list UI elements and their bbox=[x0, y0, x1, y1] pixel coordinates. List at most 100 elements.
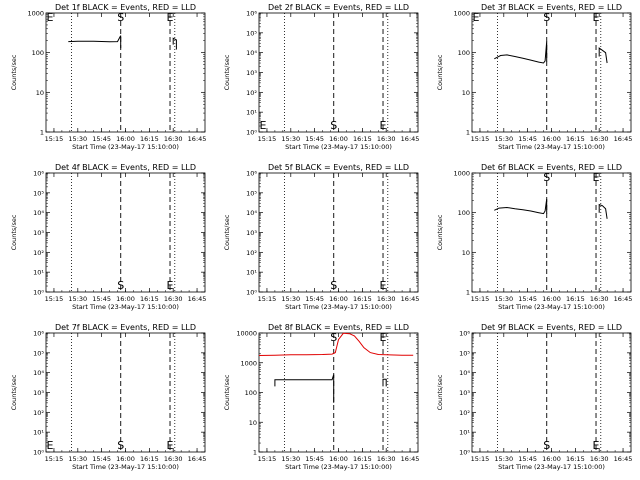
events-line bbox=[598, 203, 608, 219]
x-axis-label: Start Time (23-May-17 15:10:00) bbox=[498, 143, 605, 151]
y-tick-label: 10⁶ bbox=[246, 10, 257, 18]
y-axis-label: Counts/sec bbox=[223, 374, 231, 410]
x-tick-label: 16:00 bbox=[329, 455, 348, 463]
chart-panel-3: Det 3f BLACK = Events, RED = LLD 15:15 15:… bbox=[436, 3, 632, 151]
end-marker: E bbox=[380, 279, 387, 292]
x-tick-label: 15:45 bbox=[518, 135, 537, 143]
x-tick-label: 15:30 bbox=[494, 135, 513, 143]
start-marker: S bbox=[543, 11, 550, 24]
panel-title: Det 9f BLACK = Events, RED = LLD bbox=[481, 323, 622, 332]
start-marker: S bbox=[117, 279, 124, 292]
start-marker: S bbox=[543, 439, 550, 452]
start-marker: S bbox=[117, 439, 124, 452]
x-tick-label: 16:30 bbox=[590, 295, 609, 303]
panel-title: Det 2f BLACK = Events, RED = LLD bbox=[268, 3, 409, 12]
x-tick-label: 15:15 bbox=[471, 295, 490, 303]
events-line bbox=[494, 41, 548, 64]
events-line bbox=[274, 374, 335, 403]
y-tick-label: 10⁴ bbox=[33, 369, 44, 377]
y-tick-label: 10² bbox=[246, 249, 257, 257]
chart-panel-9: Det 9f BLACK = Events, RED = LLD 15:15 15:… bbox=[436, 323, 632, 471]
panel-title: Det 7f BLACK = Events, RED = LLD bbox=[55, 323, 196, 332]
x-tick-label: 16:15 bbox=[353, 135, 372, 143]
x-tick-label: 16:00 bbox=[542, 455, 561, 463]
x-tick-label: 16:15 bbox=[566, 295, 585, 303]
panel-title: Det 1f BLACK = Events, RED = LLD bbox=[55, 3, 196, 12]
x-axis-label: Start Time (23-May-17 15:10:00) bbox=[72, 463, 179, 471]
y-tick-label: 10² bbox=[33, 249, 44, 257]
x-tick-label: 15:15 bbox=[45, 455, 64, 463]
end-marker: E bbox=[473, 11, 480, 24]
x-tick-label: 16:15 bbox=[140, 455, 159, 463]
y-tick-label: 1000 bbox=[453, 10, 470, 18]
x-tick-label: 15:30 bbox=[494, 455, 513, 463]
y-tick-label: 10¹ bbox=[246, 109, 257, 117]
x-axis-label: Start Time (23-May-17 15:10:00) bbox=[285, 303, 392, 311]
events-line bbox=[382, 378, 387, 387]
start-marker: S bbox=[543, 171, 550, 184]
y-tick-label: 10⁰ bbox=[33, 289, 44, 297]
x-tick-label: 16:15 bbox=[353, 295, 372, 303]
y-tick-label: 10⁵ bbox=[246, 189, 257, 197]
end-marker: E bbox=[167, 439, 174, 452]
y-tick-label: 10³ bbox=[246, 69, 257, 77]
y-tick-label: 1 bbox=[253, 449, 257, 457]
x-tick-label: 15:15 bbox=[258, 295, 277, 303]
x-tick-label: 16:00 bbox=[542, 295, 561, 303]
events-line bbox=[598, 47, 608, 64]
x-tick-label: 15:45 bbox=[305, 135, 324, 143]
x-tick-label: 15:30 bbox=[281, 135, 300, 143]
end-marker: E bbox=[260, 119, 267, 132]
end-marker: E bbox=[167, 11, 174, 24]
plot-frame bbox=[258, 12, 419, 133]
y-tick-label: 10⁵ bbox=[33, 349, 44, 357]
x-tick-label: 16:00 bbox=[542, 135, 561, 143]
plot-frame bbox=[258, 332, 419, 453]
y-tick-label: 100 bbox=[458, 209, 470, 217]
x-axis-label: Start Time (23-May-17 15:10:00) bbox=[285, 143, 392, 151]
x-tick-label: 15:30 bbox=[68, 455, 87, 463]
x-tick-label: 15:15 bbox=[471, 455, 490, 463]
start-marker: S bbox=[330, 331, 337, 344]
x-tick-label: 16:00 bbox=[329, 295, 348, 303]
x-tick-label: 15:45 bbox=[518, 295, 537, 303]
y-tick-label: 100 bbox=[32, 49, 44, 57]
x-tick-label: 16:00 bbox=[116, 295, 135, 303]
end-marker: E bbox=[593, 439, 600, 452]
y-tick-label: 10⁶ bbox=[246, 170, 257, 178]
panel-title: Det 6f BLACK = Events, RED = LLD bbox=[481, 163, 622, 172]
y-tick-label: 1000 bbox=[240, 359, 257, 367]
plot-frame bbox=[45, 12, 206, 133]
y-tick-label: 10⁴ bbox=[459, 369, 470, 377]
events-line bbox=[68, 35, 122, 49]
y-tick-label: 10⁶ bbox=[33, 330, 44, 338]
x-tick-label: 16:30 bbox=[377, 135, 396, 143]
events-line bbox=[494, 199, 548, 215]
end-marker: E bbox=[167, 279, 174, 292]
lld-line bbox=[258, 332, 414, 356]
y-axis-label: Counts/sec bbox=[223, 54, 231, 90]
x-tick-label: 16:45 bbox=[614, 295, 633, 303]
y-tick-label: 1 bbox=[466, 289, 470, 297]
panel-title: Det 4f BLACK = Events, RED = LLD bbox=[55, 163, 196, 172]
x-tick-label: 15:30 bbox=[281, 295, 300, 303]
end-marker: E bbox=[47, 439, 54, 452]
end-marker: E bbox=[593, 171, 600, 184]
x-tick-label: 15:30 bbox=[68, 295, 87, 303]
y-tick-label: 10 bbox=[249, 419, 257, 427]
y-tick-label: 10 bbox=[462, 249, 470, 257]
x-tick-label: 15:45 bbox=[92, 135, 111, 143]
y-tick-label: 10² bbox=[33, 409, 44, 417]
x-tick-label: 15:15 bbox=[258, 455, 277, 463]
y-axis-label: Counts/sec bbox=[10, 214, 18, 250]
chart-panel-5: Det 5f BLACK = Events, RED = LLD 15:15 15:… bbox=[223, 163, 419, 311]
x-tick-label: 16:30 bbox=[164, 455, 183, 463]
x-tick-label: 15:30 bbox=[68, 135, 87, 143]
x-tick-label: 15:15 bbox=[45, 135, 64, 143]
end-marker: E bbox=[380, 331, 387, 344]
x-tick-label: 15:30 bbox=[281, 455, 300, 463]
x-tick-label: 15:45 bbox=[92, 295, 111, 303]
y-axis-label: Counts/sec bbox=[436, 54, 444, 90]
x-tick-label: 15:45 bbox=[518, 455, 537, 463]
y-tick-label: 10⁴ bbox=[246, 49, 257, 57]
